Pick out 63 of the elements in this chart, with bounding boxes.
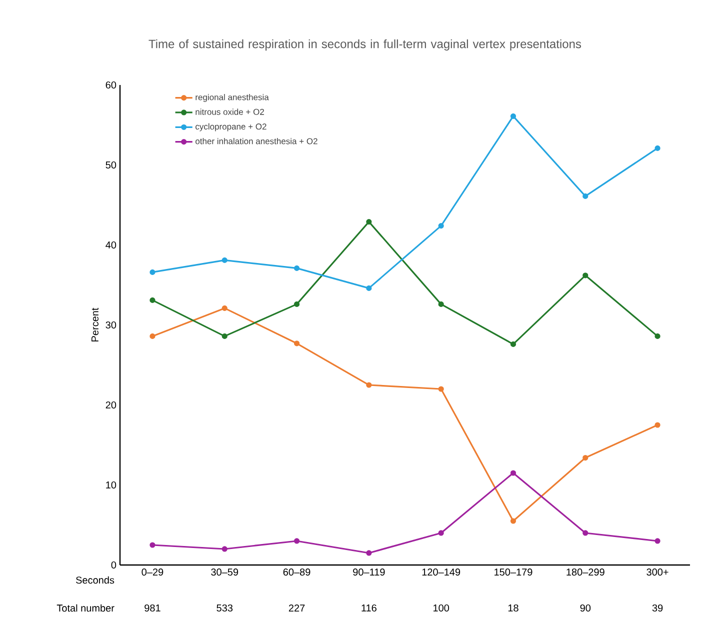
point [366,382,372,388]
x-tick-label: 300+ [646,568,668,576]
point [222,546,228,552]
x-tick-label: 90–119 [353,568,385,576]
point [222,305,228,311]
point [510,470,516,476]
point [366,285,372,291]
point [438,301,444,307]
x-tick-label: 120–149 [422,568,460,576]
point [510,518,516,524]
text: 533 [216,604,233,612]
point [438,222,444,229]
text: 18 [508,604,518,612]
point [150,269,156,275]
text: 39 [652,604,663,612]
point [294,301,300,307]
point [582,454,588,461]
point [510,341,516,347]
point [438,386,444,392]
x-tick-label: 180–299 [566,568,604,576]
point [294,538,300,544]
y-tick-label: 10 [106,481,116,489]
x-tick-label: 0–29 [142,568,164,576]
chart-title: Time of sustained respiration in seconds in full-term vaginal vertex presentations [148,39,582,51]
text: Total number [56,604,114,612]
point [366,550,372,556]
legend-label: regional anesthesia [196,94,269,102]
x-tick-label: 150–179 [494,568,532,576]
y-tick-label: 40 [106,241,116,249]
y-tick-label: 50 [106,161,116,169]
legend-label: cyclopropane + O2 [196,123,266,132]
point [150,333,156,339]
y-tick-label: 0 [111,561,116,569]
text: Seconds [76,576,114,584]
text: 227 [288,604,305,612]
point [582,530,588,536]
point [222,257,228,263]
point [654,422,660,428]
legend-label: other inhalation anesthesia + O2 [196,138,318,144]
point [222,333,228,339]
point [294,265,300,271]
point [510,113,516,119]
point [582,272,588,278]
legend-label: nitrous oxide + O2 [196,108,264,115]
x-tick-label: 30–59 [211,568,238,576]
text: 116 [362,604,376,612]
text: 90 [580,604,591,612]
point [654,538,660,544]
point [150,542,156,548]
point [654,333,660,339]
text: 981 [144,604,160,612]
point [438,530,444,536]
text: 100 [434,604,450,612]
x-tick-label: 60–89 [283,568,310,576]
y-tick-label: 20 [106,401,116,409]
point [654,145,660,151]
y-axis-title: Percent [92,308,98,342]
point [582,193,588,199]
y-tick-label: 30 [106,321,116,329]
y-tick-label: 60 [106,81,116,89]
point [294,340,300,346]
point [150,297,156,303]
point [366,218,372,225]
